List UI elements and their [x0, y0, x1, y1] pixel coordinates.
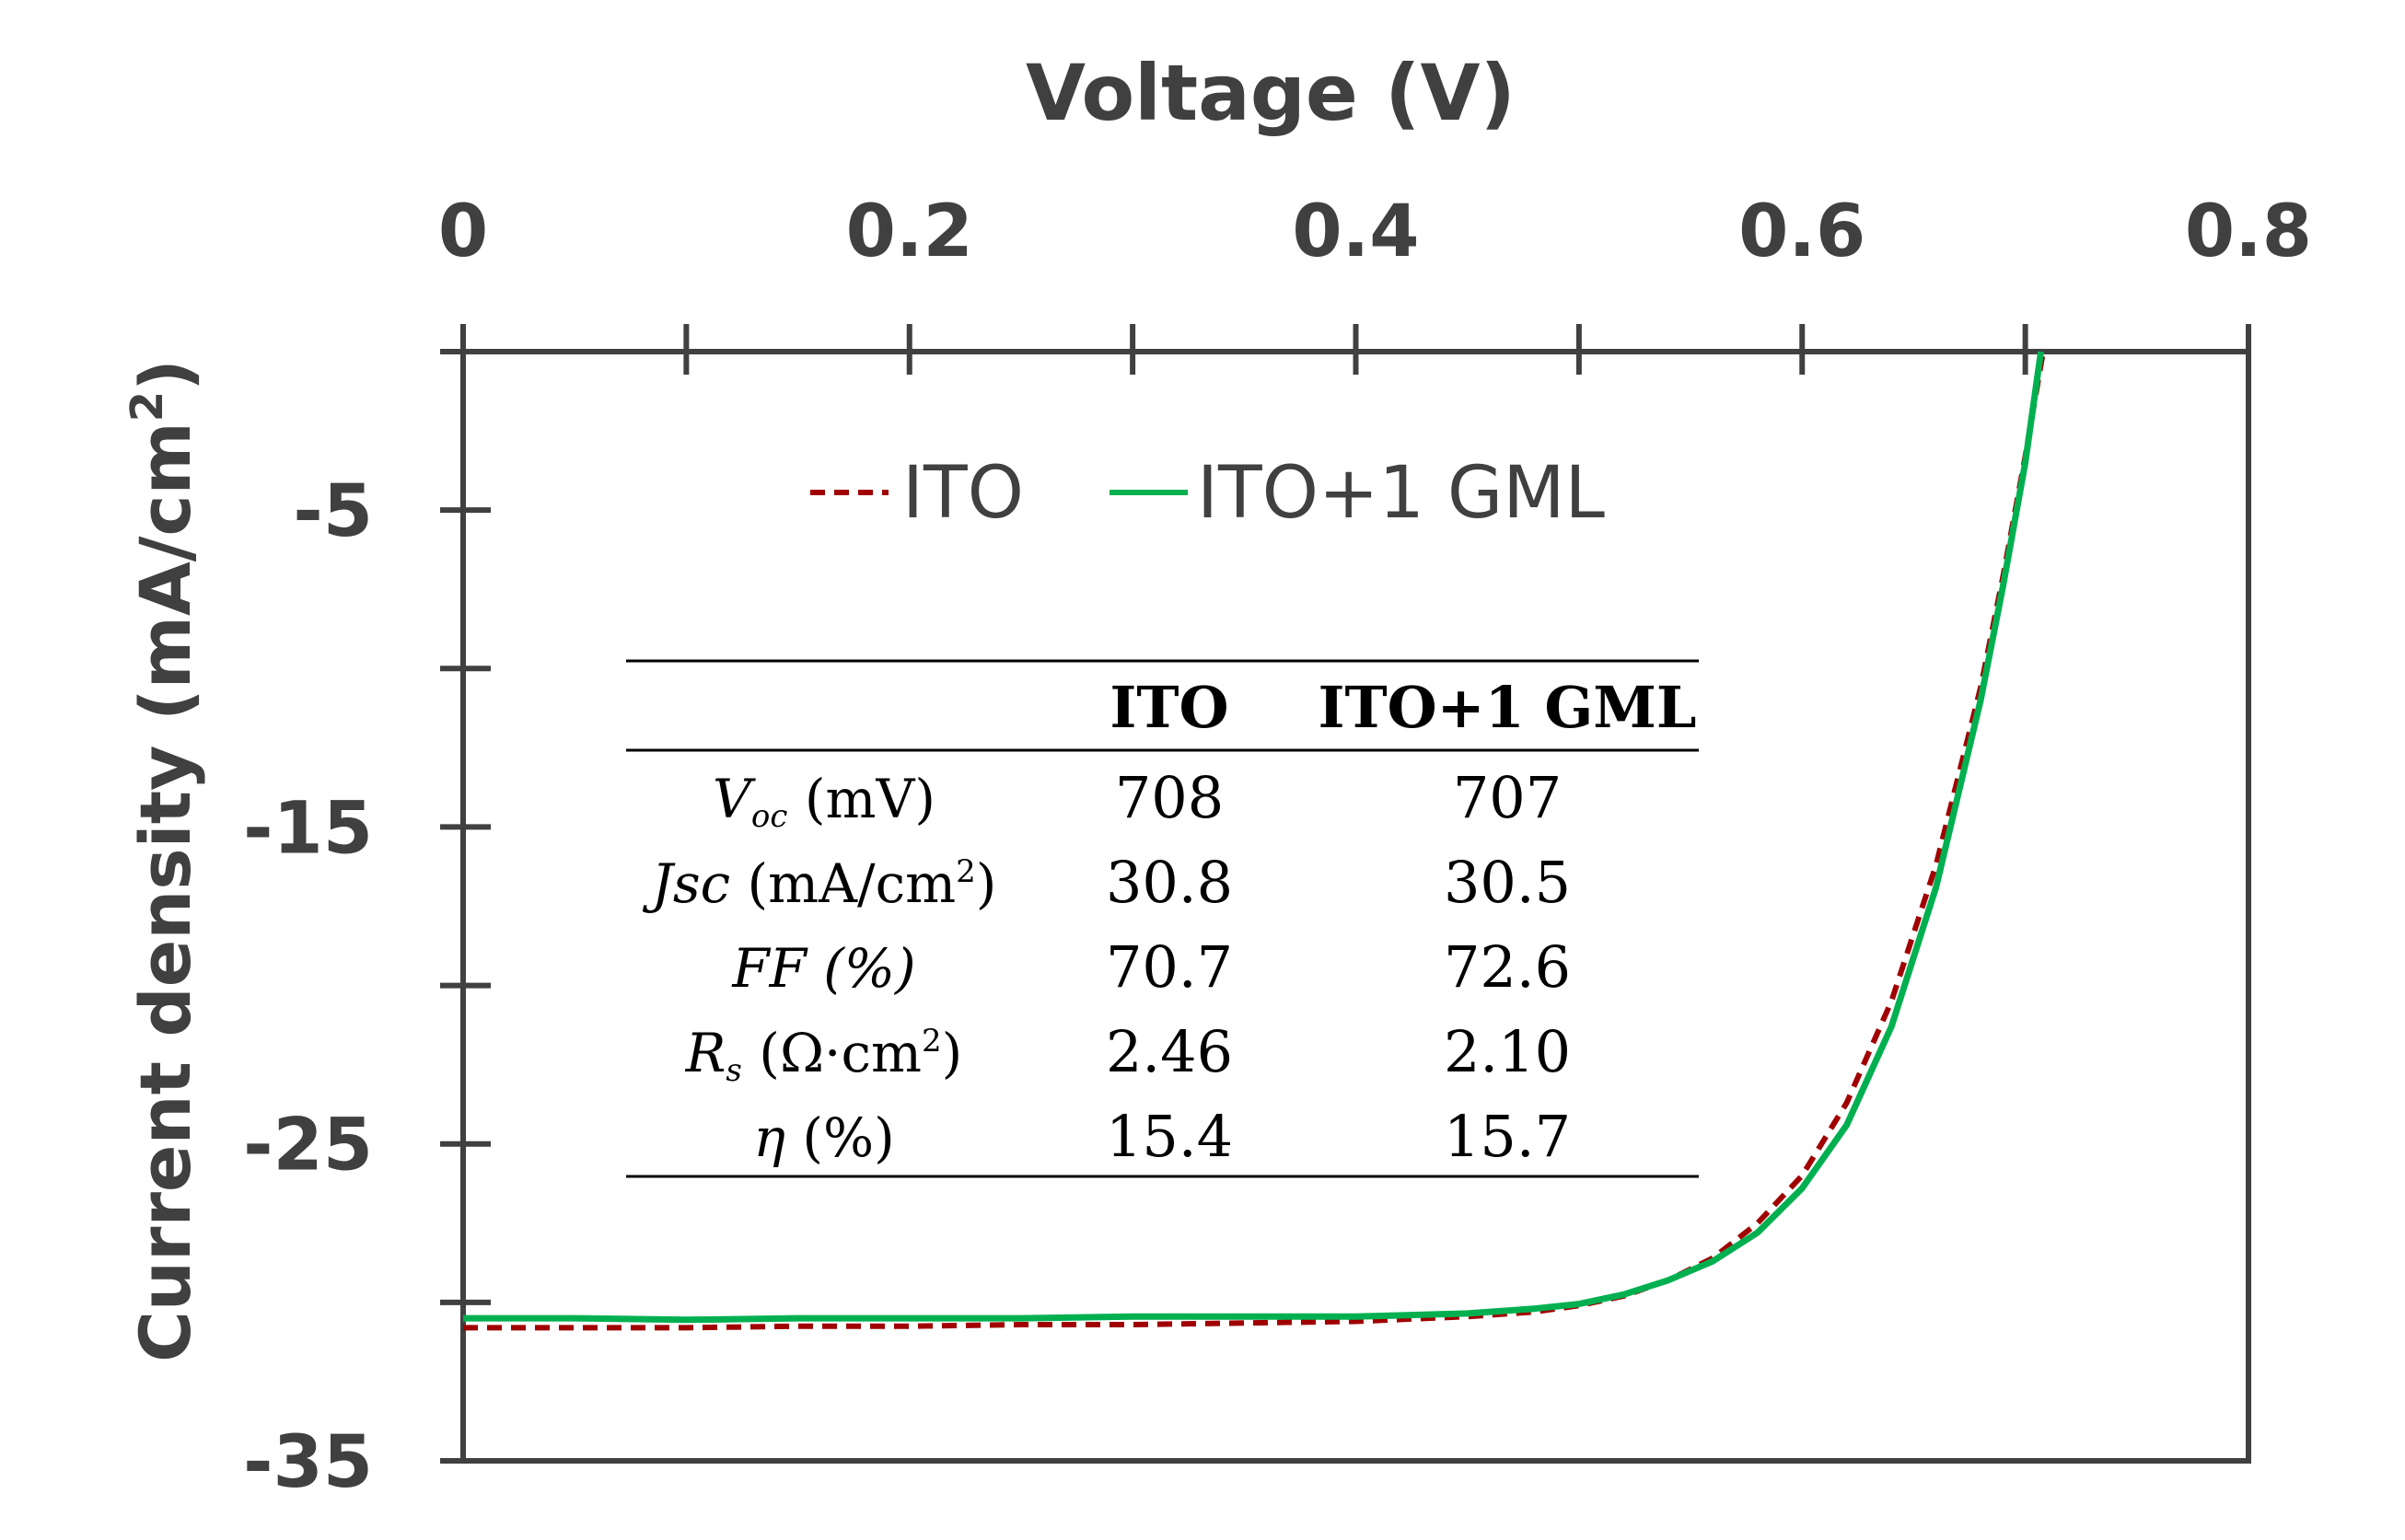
legend: ITO ITO+1 GML: [810, 452, 1606, 535]
table-cell-eta-ito: 15.4: [1106, 1103, 1233, 1170]
series-layer: [463, 351, 2046, 1331]
y-ticks: -5 -15 -25 -35: [243, 349, 491, 1504]
x-tick-label: 0: [438, 191, 488, 273]
y-tick-label: -25: [243, 1105, 373, 1187]
voc-rest: (mV): [787, 768, 935, 830]
rs-sup: 2: [922, 1023, 942, 1059]
table-header-ito: ITO: [1110, 674, 1228, 741]
voc-sym: V: [713, 768, 756, 830]
y-axis-title-main: Current density (mA/cm: [124, 422, 206, 1362]
ff-sym: FF (%): [731, 937, 915, 1000]
table-cell-rs-gml: 2.10: [1444, 1018, 1571, 1085]
inset-table: ITO ITO+1 GML Voc (mV) 708 707 Jsc (mA/c…: [626, 659, 1699, 1178]
voc-sub: oc: [751, 798, 788, 835]
table-row-label-ff: FF (%): [731, 937, 915, 1000]
table-row-label-jsc: Jsc (mA/cm2): [643, 852, 997, 915]
rs-end: ): [942, 1022, 963, 1084]
y-tick-label: -5: [293, 470, 373, 553]
x-tick-label: 0.4: [1292, 191, 1419, 273]
y-axis-title-sup: 2: [122, 391, 173, 422]
y-tick-label: -15: [243, 787, 373, 870]
x-tick-label: 0.8: [2185, 191, 2312, 273]
x-tick-label: 0.2: [846, 191, 973, 273]
table-cell-jsc-ito: 30.8: [1106, 849, 1233, 916]
rs-sym: R: [685, 1022, 726, 1084]
eta-sym: η: [753, 1106, 785, 1169]
table-cell-ff-gml: 72.6: [1444, 933, 1571, 1001]
eta-rest: (%): [785, 1106, 895, 1169]
x-tick-label: 0.6: [1738, 191, 1865, 273]
y-axis-title-end: ): [124, 359, 206, 391]
y-tick-label: -35: [243, 1421, 373, 1504]
table-cell-eta-gml: 15.7: [1444, 1103, 1571, 1170]
table-header-gml: ITO+1 GML: [1319, 674, 1697, 741]
table-cell-rs-ito: 2.46: [1106, 1018, 1233, 1085]
x-axis-title: Voltage (V): [1026, 48, 1516, 138]
table-row-label-voc: Voc (mV): [713, 768, 935, 835]
x-ticks: 0 0.2 0.4 0.6 0.8: [438, 191, 2312, 375]
table-row-label-rs: Rs (Ω·cm2): [685, 1022, 962, 1089]
table-row-label-eta: η (%): [753, 1106, 895, 1169]
legend-label-ito: ITO: [902, 452, 1024, 535]
table-cell-voc-ito: 708: [1115, 764, 1224, 831]
table-cell-ff-ito: 70.7: [1106, 933, 1233, 1001]
legend-label-gml: ITO+1 GML: [1197, 452, 1606, 535]
rs-rest: (Ω·cm: [742, 1022, 922, 1084]
table-cell-voc-gml: 707: [1453, 764, 1562, 831]
rs-sub: s: [726, 1052, 741, 1089]
jsc-rest: (mA/cm: [730, 852, 956, 915]
y-axis-title: Current density (mA/cm2): [122, 359, 206, 1362]
table-cell-jsc-gml: 30.5: [1444, 849, 1571, 916]
series-line-ito-1-gml: [463, 351, 2045, 1324]
jsc-end: ): [976, 852, 997, 915]
jsc-sym: Jsc: [643, 852, 731, 915]
jsc-sup: 2: [956, 853, 976, 890]
